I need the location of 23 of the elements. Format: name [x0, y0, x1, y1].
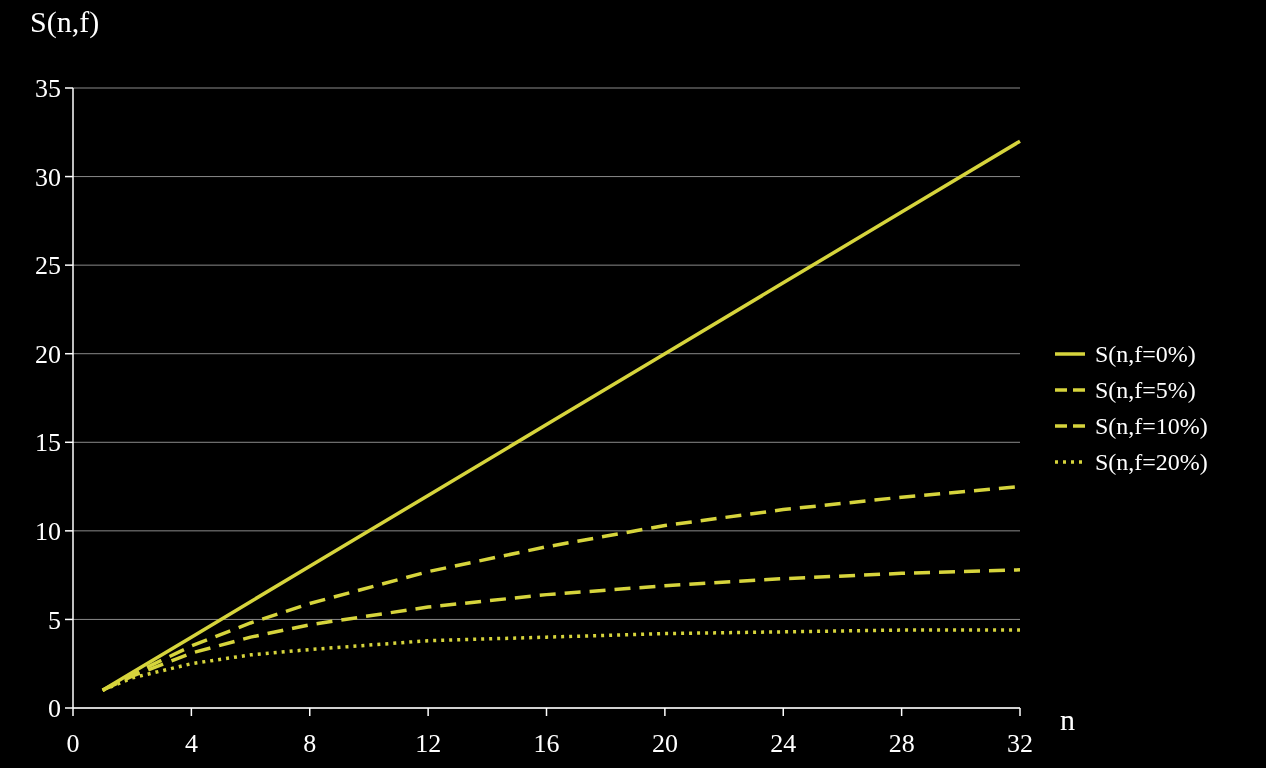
x-tick-label: 4 [184, 729, 198, 758]
legend-label: S(n,f=20%) [1095, 449, 1208, 476]
x-tick-label: 28 [888, 729, 915, 758]
y-tick-label: 15 [35, 428, 61, 458]
x-tick-label: 20 [651, 729, 678, 758]
y-tick-label: 25 [35, 251, 61, 281]
y-tick-label: 0 [48, 694, 61, 724]
x-tick-label: 12 [415, 729, 442, 758]
legend-label: S(n,f=10%) [1095, 413, 1208, 440]
x-tick-label: 8 [303, 729, 317, 758]
y-tick-label: 35 [35, 74, 61, 104]
legend-label: S(n,f=0%) [1095, 341, 1196, 368]
y-tick-label: 20 [35, 339, 61, 369]
y-tick-label: 10 [35, 516, 61, 546]
y-tick-label: 30 [35, 162, 61, 192]
x-tick-label: 0 [66, 729, 80, 758]
x-tick-label: 16 [533, 729, 560, 758]
x-tick-label: 24 [770, 729, 797, 758]
y-axis-title: S(n,f) [30, 5, 100, 39]
x-tick-label: 32 [1007, 729, 1033, 758]
x-axis-title: n [1060, 703, 1075, 736]
legend-label: S(n,f=5%) [1095, 377, 1196, 404]
y-tick-label: 5 [48, 605, 61, 635]
